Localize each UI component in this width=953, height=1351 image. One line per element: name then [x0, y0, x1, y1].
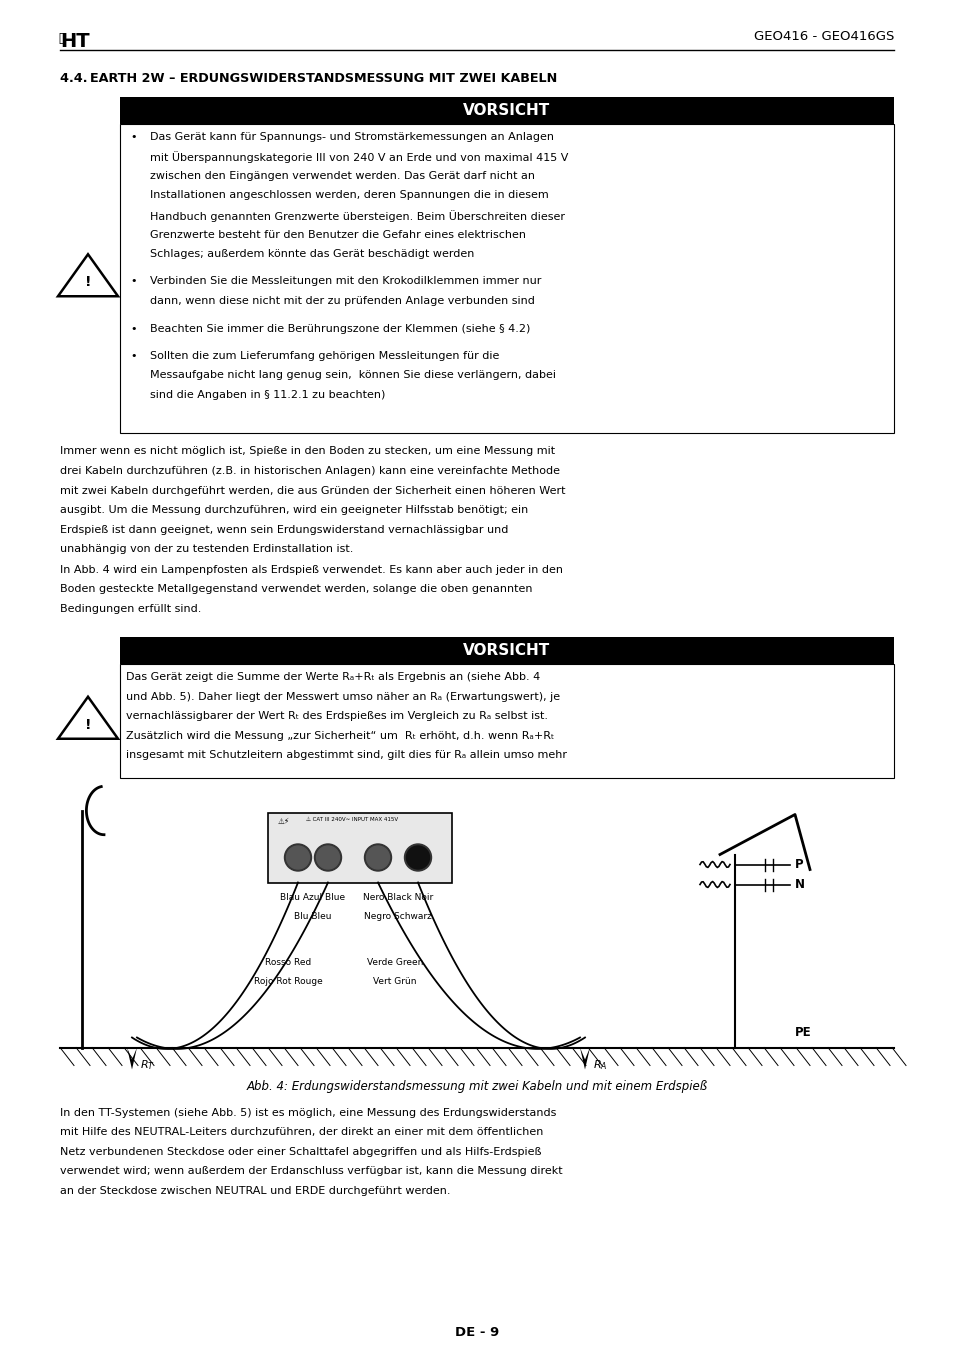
Text: Messaufgabe nicht lang genug sein,  können Sie diese verlängern, dabei: Messaufgabe nicht lang genug sein, könne…	[150, 370, 556, 381]
Text: Bedingungen erfüllt sind.: Bedingungen erfüllt sind.	[60, 604, 201, 613]
Text: HT: HT	[60, 32, 90, 51]
Text: insgesamt mit Schutzleitern abgestimmt sind, gilt dies für Rₐ allein umso mehr: insgesamt mit Schutzleitern abgestimmt s…	[126, 750, 566, 761]
Text: drei Kabeln durchzuführen (z.B. in historischen Anlagen) kann eine vereinfachte : drei Kabeln durchzuführen (z.B. in histo…	[60, 466, 559, 476]
FancyBboxPatch shape	[120, 124, 893, 432]
Circle shape	[284, 844, 312, 871]
Text: Das Gerät kann für Spannungs- und Stromstärkemessungen an Anlagen: Das Gerät kann für Spannungs- und Stroms…	[150, 132, 554, 142]
Text: Abb. 4: Erdungswiderstandsmessung mit zwei Kabeln und mit einem Erdspieß: Abb. 4: Erdungswiderstandsmessung mit zw…	[246, 1079, 707, 1093]
Text: •: •	[130, 351, 136, 361]
Text: Nero Black Noir: Nero Black Noir	[362, 893, 433, 901]
Polygon shape	[127, 1047, 137, 1070]
Text: In den TT-Systemen (siehe Abb. 5) ist es möglich, eine Messung des Erdungswiders: In den TT-Systemen (siehe Abb. 5) ist es…	[60, 1108, 556, 1117]
Circle shape	[366, 846, 389, 869]
Text: ausgibt. Um die Messung durchzuführen, wird ein geeigneter Hilfsstab benötigt; e: ausgibt. Um die Messung durchzuführen, w…	[60, 505, 528, 515]
Circle shape	[286, 846, 309, 869]
Text: ES: ES	[374, 866, 382, 870]
FancyBboxPatch shape	[268, 812, 452, 882]
Circle shape	[364, 844, 391, 871]
Text: Immer wenn es nicht möglich ist, Spieße in den Boden zu stecken, um eine Messung: Immer wenn es nicht möglich ist, Spieße …	[60, 446, 555, 457]
Polygon shape	[58, 697, 118, 739]
Text: mit zwei Kabeln durchgeführt werden, die aus Gründen der Sicherheit einen höhere: mit zwei Kabeln durchgeführt werden, die…	[60, 485, 565, 496]
Polygon shape	[58, 254, 118, 296]
Text: N: N	[794, 878, 804, 892]
Text: sind die Angaben in § 11.2.1 zu beachten): sind die Angaben in § 11.2.1 zu beachten…	[150, 390, 385, 400]
FancyBboxPatch shape	[120, 638, 893, 663]
Circle shape	[314, 844, 341, 871]
Text: GEO416 - GEO416GS: GEO416 - GEO416GS	[753, 30, 893, 43]
Text: Rosso Red: Rosso Red	[265, 958, 311, 966]
Text: E: E	[416, 866, 419, 870]
Text: dann, wenn diese nicht mit der zu prüfenden Anlage verbunden sind: dann, wenn diese nicht mit der zu prüfen…	[150, 296, 535, 305]
Text: Vert Grün: Vert Grün	[373, 977, 416, 986]
Text: Das Gerät zeigt die Summe der Werte Rₐ+Rₜ als Ergebnis an (siehe Abb. 4: Das Gerät zeigt die Summe der Werte Rₐ+R…	[126, 671, 539, 682]
Circle shape	[404, 844, 431, 871]
Text: Negro Schwarz: Negro Schwarz	[364, 912, 432, 921]
Text: unabhängig von der zu testenden Erdinstallation ist.: unabhängig von der zu testenden Erdinsta…	[60, 544, 353, 554]
Text: •: •	[130, 132, 136, 142]
Text: vernachlässigbarer der Wert Rₜ des Erdspießes im Vergleich zu Rₐ selbst ist.: vernachlässigbarer der Wert Rₜ des Erdsp…	[126, 711, 547, 721]
Text: Boden gesteckte Metallgegenstand verwendet werden, solange die oben genannten: Boden gesteckte Metallgegenstand verwend…	[60, 584, 532, 594]
Text: Schlages; außerdem könnte das Gerät beschädigt werden: Schlages; außerdem könnte das Gerät besc…	[150, 249, 474, 259]
Text: Blau Azul Blue: Blau Azul Blue	[280, 893, 345, 901]
Text: Handbuch genannten Grenzwerte übersteigen. Beim Überschreiten dieser: Handbuch genannten Grenzwerte übersteige…	[150, 209, 564, 222]
Text: ⚠⚡: ⚠⚡	[277, 816, 290, 825]
Polygon shape	[579, 1047, 589, 1070]
Text: an der Steckdose zwischen NEUTRAL und ERDE durchgeführt werden.: an der Steckdose zwischen NEUTRAL und ER…	[60, 1185, 450, 1196]
Text: $R_T$: $R_T$	[140, 1059, 154, 1073]
Text: Sollten die zum Lieferumfang gehörigen Messleitungen für die: Sollten die zum Lieferumfang gehörigen M…	[150, 351, 498, 361]
Text: PE: PE	[794, 1025, 811, 1039]
Text: P: P	[794, 858, 802, 871]
Text: Grenzwerte besteht für den Benutzer die Gefahr eines elektrischen: Grenzwerte besteht für den Benutzer die …	[150, 230, 525, 239]
Text: Erdspieß ist dann geeignet, wenn sein Erdungswiderstand vernachlässigbar und: Erdspieß ist dann geeignet, wenn sein Er…	[60, 524, 508, 535]
Text: •: •	[130, 323, 136, 334]
Text: VORSICHT: VORSICHT	[463, 103, 550, 118]
Text: H: H	[295, 866, 300, 870]
Text: S: S	[325, 866, 330, 870]
Text: und Abb. 5). Daher liegt der Messwert umso näher an Rₐ (Erwartungswert), je: und Abb. 5). Daher liegt der Messwert um…	[126, 692, 559, 701]
Text: 4.4. EARTH 2W – ERDUNGSWIDERSTANDSMESSUNG MIT ZWEI KABELN: 4.4. EARTH 2W – ERDUNGSWIDERSTANDSMESSUN…	[60, 72, 557, 85]
Text: Installationen angeschlossen werden, deren Spannungen die in diesem: Installationen angeschlossen werden, der…	[150, 190, 548, 200]
Text: ⚠ CAT III 240V∼ INPUT MAX 415V: ⚠ CAT III 240V∼ INPUT MAX 415V	[306, 816, 397, 821]
FancyBboxPatch shape	[120, 97, 893, 124]
Text: DE - 9: DE - 9	[455, 1325, 498, 1339]
Text: Rojo Rot Rouge: Rojo Rot Rouge	[253, 977, 322, 986]
Text: mit Überspannungskategorie III von 240 V an Erde und von maximal 415 V: mit Überspannungskategorie III von 240 V…	[150, 151, 568, 163]
FancyBboxPatch shape	[120, 663, 893, 777]
Text: Verbinden Sie die Messleitungen mit den Krokodilklemmen immer nur: Verbinden Sie die Messleitungen mit den …	[150, 277, 540, 286]
Circle shape	[406, 846, 429, 869]
Circle shape	[316, 846, 339, 869]
Text: $R_A$: $R_A$	[593, 1059, 607, 1073]
Text: VORSICHT: VORSICHT	[463, 643, 550, 658]
Text: Netz verbundenen Steckdose oder einer Schalttafel abgegriffen und als Hilfs-Erds: Netz verbundenen Steckdose oder einer Sc…	[60, 1147, 541, 1156]
Text: verwendet wird; wenn außerdem der Erdanschluss verfügbar ist, kann die Messung d: verwendet wird; wenn außerdem der Erdans…	[60, 1166, 562, 1175]
Text: zwischen den Eingängen verwendet werden. Das Gerät darf nicht an: zwischen den Eingängen verwendet werden.…	[150, 172, 535, 181]
Text: Zusätzlich wird die Messung „zur Sicherheit“ um  Rₜ erhöht, d.h. wenn Rₐ+Rₜ: Zusätzlich wird die Messung „zur Sicherh…	[126, 731, 554, 740]
Text: Beachten Sie immer die Berührungszone der Klemmen (siehe § 4.2): Beachten Sie immer die Berührungszone de…	[150, 323, 530, 334]
Text: In Abb. 4 wird ein Lampenpfosten als Erdspieß verwendet. Es kann aber auch jeder: In Abb. 4 wird ein Lampenpfosten als Erd…	[60, 565, 562, 574]
Text: !: !	[85, 717, 91, 732]
Text: !: !	[85, 276, 91, 289]
Text: •: •	[130, 277, 136, 286]
Text: Blu Bleu: Blu Bleu	[294, 912, 332, 921]
Text: ㏒: ㏒	[58, 32, 66, 45]
Text: mit Hilfe des NEUTRAL-Leiters durchzuführen, der direkt an einer mit dem öffentl: mit Hilfe des NEUTRAL-Leiters durchzufüh…	[60, 1127, 543, 1138]
Text: Verde Green: Verde Green	[366, 958, 423, 966]
